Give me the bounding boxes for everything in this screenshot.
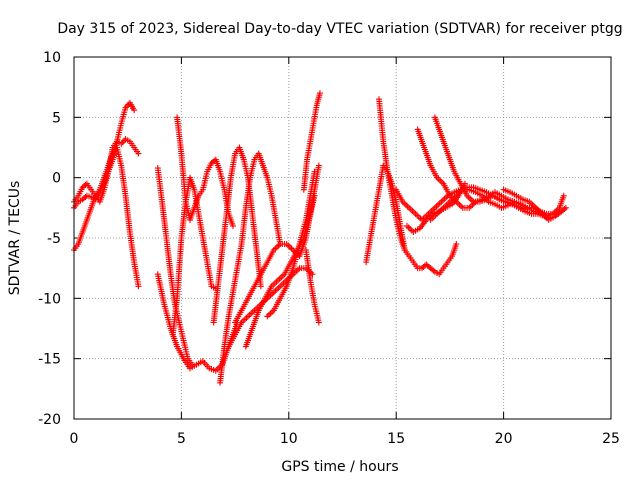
data-point [229,222,236,229]
data-point [316,90,323,97]
y-tick-label: 10 [43,50,61,66]
data-point [82,193,89,200]
data-point [135,150,142,157]
y-axis-ticks: -20 -15 -10 -5 0 5 10 [38,50,611,428]
data-point [311,168,318,175]
x-tick-label: 0 [70,431,79,447]
y-tick-label: 5 [52,110,61,126]
data-point [257,283,264,290]
data-point [131,107,138,114]
data-point [562,204,569,211]
y-tick-label: 0 [52,171,61,187]
y-tick-label: -15 [38,352,61,368]
y-axis-label: SDTVAR / TECUs [7,181,23,296]
x-axis-ticks: 0 5 10 15 20 25 [70,57,620,447]
x-tick-label: 15 [387,431,405,447]
data-point [560,192,567,199]
data-point [315,162,322,169]
data-points [71,90,569,386]
data-point [561,206,568,213]
y-tick-label: -20 [38,412,61,428]
data-point [135,283,142,290]
data-point [82,181,89,188]
x-tick-label: 25 [602,431,620,447]
data-point [453,241,460,248]
grid [74,57,611,419]
plot-frame [73,56,612,420]
y-tick-label: -5 [47,231,61,247]
chart-title: Day 315 of 2023, Sidereal Day-to-day VTE… [57,21,622,37]
x-tick-label: 20 [495,431,513,447]
x-axis-label: GPS time / hours [281,459,398,475]
data-point [315,319,322,326]
y-tick-label: -10 [38,291,61,307]
data-point [461,180,468,187]
x-tick-label: 5 [177,431,186,447]
data-point [430,267,437,274]
x-tick-label: 10 [280,431,298,447]
